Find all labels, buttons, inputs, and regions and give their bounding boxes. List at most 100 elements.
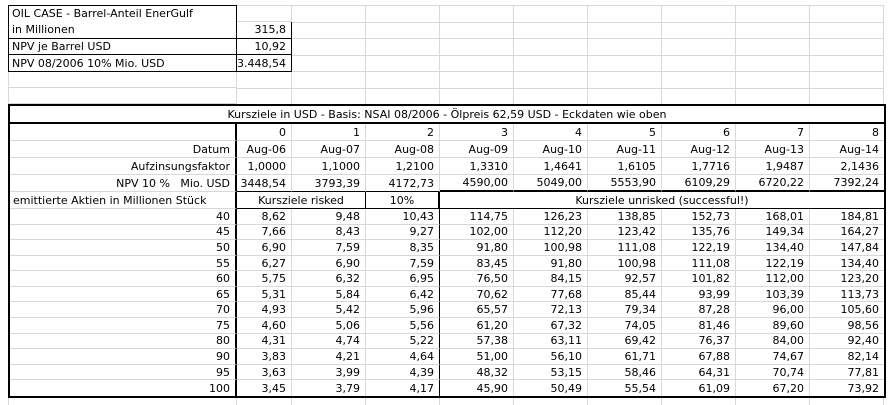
unrisked-price-cell[interactable]: 91,80: [440, 240, 514, 256]
aufzinsungsfaktor-cell[interactable]: 1,7716: [662, 158, 736, 175]
unrisked-price-cell[interactable]: 111,08: [588, 240, 662, 256]
unrisked-price-cell[interactable]: 74,67: [736, 349, 810, 365]
empty-cell[interactable]: [440, 72, 514, 89]
datum-cell[interactable]: Aug-10: [514, 141, 588, 158]
empty-cell[interactable]: [366, 22, 440, 39]
empty-cell[interactable]: [8, 72, 237, 88]
risked-price-cell[interactable]: 7,59: [366, 255, 440, 272]
npv-cell[interactable]: 3793,39: [292, 175, 366, 192]
npv-cell[interactable]: 4590,00: [440, 175, 514, 192]
unrisked-price-cell[interactable]: 76,37: [662, 333, 736, 350]
risked-price-cell[interactable]: 5,31: [237, 286, 292, 303]
npv-label-cell[interactable]: NPV 10 % Mio. USD: [10, 175, 237, 192]
empty-cell[interactable]: [237, 398, 292, 405]
risked-price-cell[interactable]: 5,22: [366, 333, 440, 350]
shares-cell[interactable]: 80: [10, 333, 237, 350]
summary-label-cell[interactable]: OIL CASE - Barrel-Anteil EnerGulf: [8, 5, 237, 22]
empty-cell[interactable]: [588, 6, 662, 23]
period-label-cell[interactable]: [10, 124, 237, 141]
datum-cell[interactable]: Aug-13: [736, 141, 810, 158]
period-cell[interactable]: 5: [588, 124, 662, 141]
risked-price-cell[interactable]: 9,48: [292, 209, 366, 225]
unrisked-price-cell[interactable]: 100,98: [588, 255, 662, 272]
empty-cell[interactable]: [366, 6, 440, 23]
unrisked-price-cell[interactable]: 84,00: [736, 333, 810, 350]
period-cell[interactable]: 0: [237, 124, 292, 141]
empty-cell[interactable]: [810, 88, 884, 105]
unrisked-price-cell[interactable]: 82,14: [810, 349, 884, 365]
risked-price-cell[interactable]: 4,39: [366, 364, 440, 381]
risked-price-cell[interactable]: 10,43: [366, 209, 440, 225]
shares-cell[interactable]: 75: [10, 318, 237, 334]
empty-cell[interactable]: [662, 22, 736, 39]
discount-rate-cell[interactable]: 10%: [366, 192, 440, 209]
risked-price-cell[interactable]: 3,83: [237, 349, 292, 365]
aufzinsungsfaktor-cell[interactable]: 1,3310: [440, 158, 514, 175]
unrisked-price-cell[interactable]: 73,92: [847, 381, 880, 395]
risked-price-cell[interactable]: 6,27: [237, 255, 292, 272]
shares-cell[interactable]: 50: [10, 240, 237, 256]
risked-price-cell[interactable]: 3,99: [292, 364, 366, 381]
unrisked-price-cell[interactable]: 164,27: [810, 225, 884, 241]
empty-cell[interactable]: [292, 6, 366, 23]
datum-cell[interactable]: Aug-06: [237, 141, 292, 158]
empty-cell[interactable]: [440, 398, 514, 405]
aufzinsungsfaktor-cell[interactable]: 1,1000: [292, 158, 366, 175]
unrisked-price-cell[interactable]: 64,31: [662, 364, 736, 381]
empty-cell[interactable]: [440, 88, 514, 105]
unrisked-price-cell[interactable]: 65,57: [440, 302, 514, 319]
shares-cell[interactable]: 95: [10, 364, 237, 381]
unrisked-price-cell[interactable]: 84,15: [514, 271, 588, 287]
shares-cell[interactable]: 90: [10, 349, 237, 365]
unrisked-price-cell[interactable]: 93,99: [662, 286, 736, 303]
aufzinsungsfaktor-cell[interactable]: 1,4641: [514, 158, 588, 175]
empty-cell[interactable]: [440, 6, 514, 23]
unrisked-price-cell[interactable]: 149,34: [736, 224, 810, 241]
unrisked-price-cell[interactable]: 77,81: [810, 365, 884, 381]
empty-cell[interactable]: [366, 398, 440, 405]
risked-price-cell[interactable]: 4,60: [237, 318, 292, 334]
empty-cell[interactable]: [440, 55, 514, 72]
empty-cell[interactable]: [662, 6, 736, 23]
risked-price-cell[interactable]: 3,79: [292, 380, 366, 396]
empty-cell[interactable]: [810, 72, 884, 89]
empty-cell[interactable]: [8, 88, 237, 104]
unrisked-price-cell[interactable]: 45,90: [440, 380, 514, 396]
unrisked-price-cell[interactable]: 134,40: [810, 256, 884, 272]
aufzinsungsfaktor-cell[interactable]: 1,9487: [736, 158, 810, 175]
empty-cell[interactable]: [736, 72, 810, 89]
empty-cell[interactable]: [588, 22, 662, 39]
empty-cell[interactable]: [292, 398, 366, 405]
empty-cell[interactable]: [366, 39, 440, 56]
risked-price-cell[interactable]: 5,42: [292, 302, 366, 319]
npv-cell[interactable]: 5049,00: [514, 175, 588, 192]
risked-price-cell[interactable]: 9,27: [366, 224, 440, 241]
empty-cell[interactable]: [8, 398, 237, 405]
unrisked-price-cell[interactable]: 77,68: [514, 286, 588, 303]
npv-cell[interactable]: 5553,90: [588, 175, 662, 192]
unrisked-price-cell[interactable]: 135,76: [662, 224, 736, 241]
shares-cell[interactable]: 60: [10, 271, 237, 287]
unrisked-price-cell[interactable]: 72,13: [514, 302, 588, 319]
risked-price-cell[interactable]: 4,17: [366, 380, 440, 396]
risked-price-cell[interactable]: 7,66: [237, 224, 292, 241]
empty-cell[interactable]: [440, 39, 514, 56]
empty-cell[interactable]: [366, 88, 440, 105]
unrisked-price-cell[interactable]: 63,11: [514, 333, 588, 350]
unrisked-price-cell[interactable]: 102,00: [440, 224, 514, 241]
empty-cell[interactable]: [662, 88, 736, 105]
empty-cell[interactable]: [292, 88, 366, 105]
empty-cell[interactable]: [662, 72, 736, 89]
empty-cell[interactable]: [514, 398, 588, 405]
npv-cell[interactable]: 6720,22: [736, 175, 810, 192]
summary-label-cell[interactable]: NPV 08/2006 10% Mio. USD: [8, 55, 237, 72]
empty-cell[interactable]: [736, 88, 810, 105]
risked-price-cell[interactable]: 6,90: [237, 240, 292, 256]
empty-cell[interactable]: [736, 39, 810, 56]
period-cell[interactable]: 2: [366, 124, 440, 141]
risked-price-cell[interactable]: 5,75: [237, 271, 292, 287]
unrisked-price-cell[interactable]: 91,80: [514, 255, 588, 272]
unrisked-price-cell[interactable]: 147,84: [810, 240, 884, 256]
datum-cell[interactable]: Aug-09: [440, 141, 514, 158]
unrisked-price-cell[interactable]: 79,34: [588, 302, 662, 319]
